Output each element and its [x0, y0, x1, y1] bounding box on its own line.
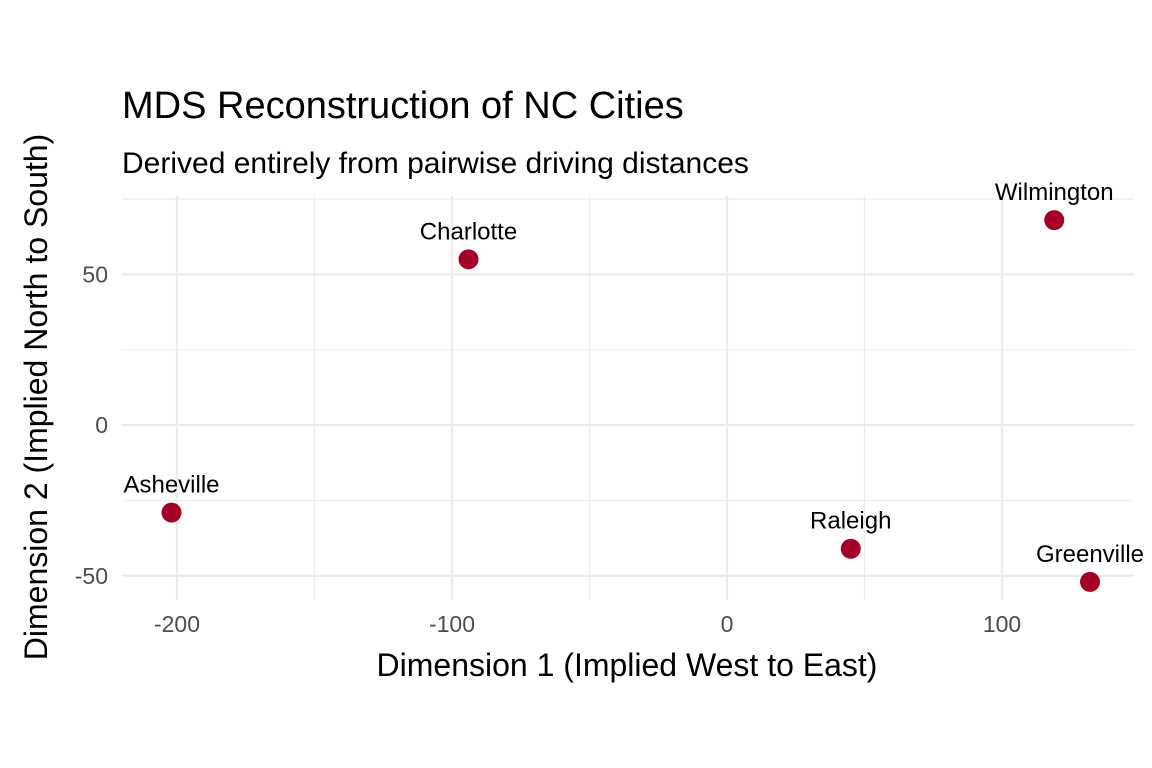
point-label: Asheville: [123, 472, 219, 499]
x-axis-title: Dimension 1 (Implied West to East): [377, 647, 878, 683]
data-point: [1080, 571, 1100, 592]
data-point: [840, 538, 861, 559]
y-axis-title: Dimension 2 (Implied North to South): [18, 134, 54, 660]
y-tick-label: 50: [82, 261, 108, 287]
plot-panel: -200 -100 0 100 -50 0 50 Asheville Charlotte Rale…: [75, 179, 1144, 637]
point-label: Wilmington: [995, 179, 1114, 206]
chart-title: MDS Reconstruction of NC Cities: [122, 85, 684, 127]
y-tick-label: -50: [75, 563, 108, 589]
data-point: [161, 502, 182, 523]
chart-subtitle: Derived entirely from pairwise driving d…: [122, 147, 749, 180]
point-label: Charlotte: [420, 218, 517, 245]
data-point: [458, 249, 479, 270]
data-point: [1044, 210, 1065, 231]
x-tick-label: -200: [154, 611, 200, 637]
x-tick-label: 0: [721, 611, 734, 637]
y-tick-label: 0: [95, 412, 108, 438]
x-tick-label: 100: [983, 611, 1021, 637]
x-tick-label: -100: [429, 611, 475, 637]
point-label: Raleigh: [810, 508, 891, 535]
point-label: Greenville: [1036, 541, 1144, 568]
